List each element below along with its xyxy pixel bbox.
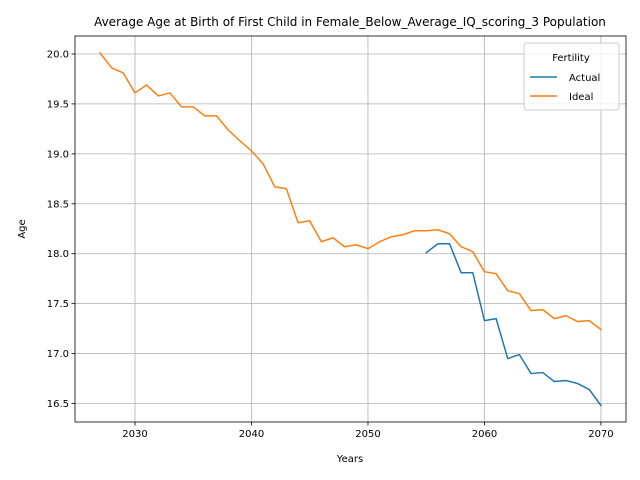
series-line-actual [425, 242, 602, 407]
legend-label-ideal: Ideal [569, 92, 593, 103]
y-tick-label: 19.5 [47, 99, 69, 110]
legend-box [523, 42, 620, 111]
x-axis-label: Years [336, 454, 363, 465]
y-tick-label: 18.0 [47, 249, 69, 260]
series-layer [98, 51, 603, 407]
series-line-ideal [98, 51, 603, 331]
y-tick-label: 16.5 [47, 399, 69, 410]
x-tick-label: 2070 [588, 429, 613, 440]
y-axis-label: Age [17, 219, 28, 238]
x-tick-label: 2030 [122, 429, 147, 440]
legend-title: Fertility [552, 53, 590, 64]
y-axis: 16.5 17.0 17.5 18.0 18.5 19.0 19.5 20.0 [47, 49, 75, 410]
y-tick-label: 18.5 [47, 199, 69, 210]
y-tick-label: 17.5 [47, 299, 69, 310]
y-tick-label: 19.0 [47, 149, 69, 160]
legend-label-actual: Actual [569, 73, 600, 84]
y-tick-label: 17.0 [47, 349, 69, 360]
chart-title: Average Age at Birth of First Child in F… [94, 15, 606, 29]
x-tick-label: 2040 [239, 429, 264, 440]
legend: Fertility Actual Ideal [523, 42, 620, 111]
plot-frame [74, 35, 627, 423]
x-tick-label: 2050 [355, 429, 380, 440]
x-axis: 2030 2040 2050 2060 2070 [122, 422, 614, 440]
x-tick-label: 2060 [472, 429, 497, 440]
y-tick-label: 20.0 [47, 49, 69, 60]
